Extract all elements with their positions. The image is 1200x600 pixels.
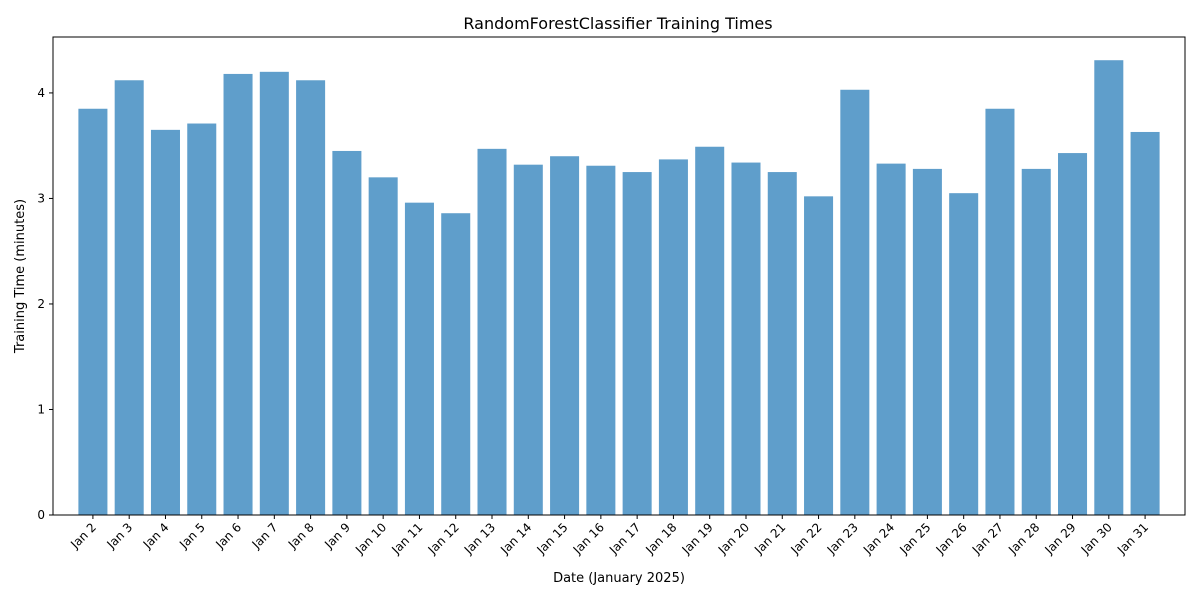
chart-title: RandomForestClassifier Training Times (463, 14, 772, 33)
y-axis-title: Training Time (minutes) (13, 199, 28, 354)
bar (477, 148, 507, 515)
x-axis-title: Date (January 2025) (553, 571, 685, 586)
x-tick-label: Jan 16 (570, 520, 607, 557)
x-tick-label: Jan 3 (104, 520, 136, 552)
bar (187, 123, 217, 515)
x-tick-label: Jan 27 (969, 520, 1006, 557)
x-tick-label: Jan 28 (1005, 520, 1042, 557)
x-tick-label: Jan 31 (1114, 520, 1151, 557)
x-tick-label: Jan 11 (388, 520, 425, 557)
bars-group (78, 60, 1160, 516)
bar (1094, 60, 1124, 516)
bar (296, 80, 326, 515)
x-tick-label: Jan 4 (140, 520, 172, 552)
x-tick-label: Jan 30 (1078, 520, 1115, 557)
bar (876, 163, 906, 516)
bar (840, 89, 870, 515)
x-tick-label: Jan 21 (751, 520, 788, 557)
x-tick-label: Jan 13 (461, 520, 498, 557)
x-tick-label: Jan 24 (860, 520, 897, 557)
x-tick-label: Jan 7 (249, 520, 281, 552)
x-tick-label: Jan 26 (933, 520, 970, 557)
x-tick-label: Jan 18 (642, 520, 679, 557)
bar (622, 172, 652, 515)
x-tick-label: Jan 5 (176, 520, 208, 552)
x-tick-label: Jan 22 (787, 520, 824, 557)
x-tick-label: Jan 20 (715, 520, 752, 557)
bar (513, 164, 543, 515)
bar (731, 162, 761, 515)
plot-frame (52, 36, 1186, 516)
x-tick-label: Jan 14 (497, 520, 534, 557)
y-tick-label: 3 (37, 191, 45, 205)
bar (1130, 131, 1160, 515)
y-axis-ticks: 0 1 2 3 4 (37, 86, 53, 522)
x-tick-label: Jan 29 (1041, 520, 1078, 557)
bar (150, 129, 180, 515)
bar (78, 108, 108, 516)
bar (223, 73, 253, 515)
x-tick-label: Jan 10 (352, 520, 389, 557)
bar (441, 213, 471, 515)
bar (114, 80, 144, 515)
x-tick-label: Jan 8 (285, 520, 317, 552)
bar (985, 108, 1015, 516)
bar (658, 159, 688, 515)
x-tick-label: Jan 9 (321, 520, 353, 552)
y-tick-label: 2 (37, 297, 45, 311)
bar (912, 168, 942, 516)
bar (949, 193, 979, 515)
x-tick-label: Jan 17 (606, 520, 643, 557)
x-tick-label: Jan 2 (67, 520, 99, 552)
x-tick-label: Jan 15 (534, 520, 571, 557)
bar (1021, 168, 1051, 516)
x-tick-label: Jan 23 (824, 520, 861, 557)
x-tick-label: Jan 6 (212, 520, 244, 552)
bar (695, 146, 725, 516)
bar (404, 202, 434, 515)
bar (368, 177, 398, 515)
bar (332, 150, 362, 515)
bar (550, 156, 580, 515)
y-tick-label: 0 (37, 508, 45, 522)
x-tick-label: Jan 12 (425, 520, 462, 557)
y-tick-label: 1 (37, 402, 45, 416)
x-axis-ticks: Jan 2 Jan 3 Jan 4 Jan 5 Jan 6 Jan 7 Jan 8 Jan 9… (67, 515, 1151, 557)
bar (804, 196, 834, 516)
x-tick-label: Jan 25 (896, 520, 933, 557)
bar (586, 165, 616, 515)
y-tick-label: 4 (37, 86, 45, 100)
bar (259, 71, 289, 515)
x-tick-label: Jan 19 (679, 520, 716, 557)
bar (767, 172, 797, 515)
bar (1058, 153, 1088, 516)
